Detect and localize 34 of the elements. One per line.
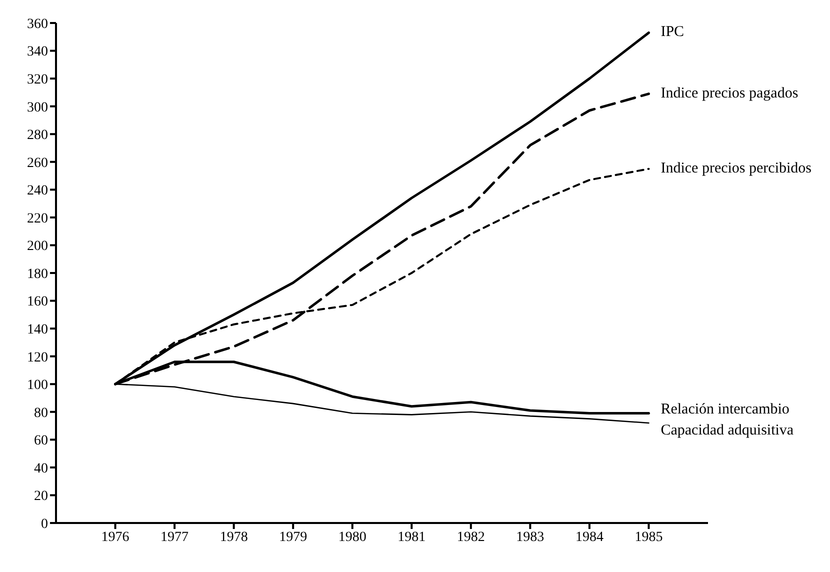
y-tick-label: 60 [34,434,48,449]
y-tick-label: 240 [27,184,48,199]
x-tick-label: 1982 [456,530,485,545]
series-label: Relación intercambio [660,402,790,418]
y-tick-label: 340 [27,44,48,60]
x-tick-label: 1980 [338,530,366,545]
y-tick-label: 0 [41,516,48,532]
y-tick-label: 300 [27,100,48,116]
y-tick-label: 320 [27,72,48,88]
x-tick-label: 1979 [279,530,308,545]
x-tick-label: 1985 [634,530,663,545]
y-tick-label: 120 [27,350,48,366]
y-tick-label: 100 [27,378,48,394]
x-tick-label: 1984 [575,530,604,545]
y-tick-label: 280 [27,128,48,144]
series-label: Indice precios percibidos [660,160,812,176]
y-tick-label: 360 [27,16,48,32]
series-label: Capacidad adquisitiva [660,422,794,438]
y-tick-label: 200 [27,239,48,254]
y-tick-label: 180 [27,266,48,282]
x-tick-label: 1978 [220,530,248,545]
y-tick-label: 40 [34,461,48,476]
y-tick-label: 20 [34,489,48,504]
x-tick-label: 1976 [101,530,130,545]
series-label: IPC [660,24,684,40]
series-label: Indice precios pagados [660,85,798,102]
y-tick-label: 220 [27,211,48,226]
y-tick-label: 80 [34,406,48,421]
y-tick-label: 260 [27,156,48,171]
y-tick-label: 140 [27,322,48,338]
y-tick-label: 160 [27,294,48,310]
x-tick-label: 1981 [398,530,426,545]
x-tick-label: 1977 [160,530,189,545]
x-tick-label: 1983 [516,530,544,545]
